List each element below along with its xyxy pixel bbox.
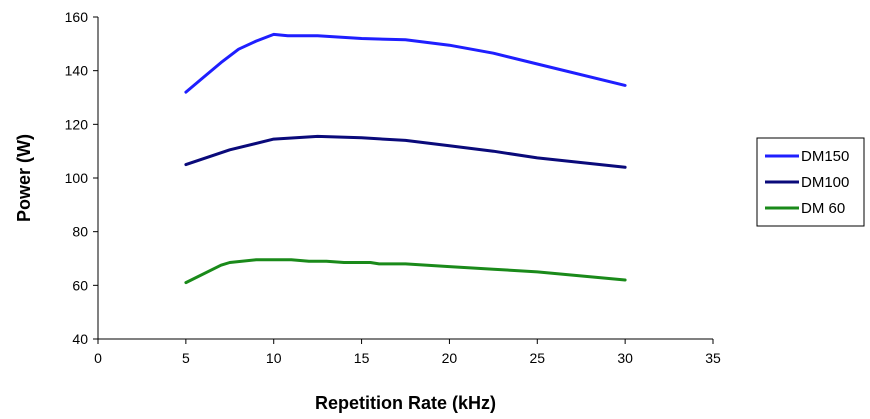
series-line-dm100 — [184, 134, 627, 169]
x-tick-label: 15 — [354, 350, 370, 366]
series-line-dm150 — [184, 32, 627, 94]
series-line-dm60 — [184, 258, 627, 285]
y-tick-label: 40 — [72, 331, 88, 347]
axes — [97, 17, 713, 340]
legend: DM150 DM100 DM 60 — [756, 137, 865, 227]
x-axis-title: Repetition Rate (kHz) — [315, 393, 496, 413]
legend-label: DM 60 — [801, 200, 845, 217]
y-tick-label: 100 — [65, 170, 89, 186]
x-tick-label: 30 — [617, 350, 633, 366]
x-tick-label: 10 — [266, 350, 282, 366]
x-tick-label: 20 — [442, 350, 458, 366]
x-tick-label: 5 — [182, 350, 190, 366]
y-tick-label: 140 — [65, 63, 89, 79]
x-ticks: 0 5 10 15 20 25 30 35 — [94, 339, 721, 366]
y-tick-label: 120 — [65, 116, 89, 132]
y-axis-title: Power (W) — [14, 134, 34, 222]
plot-area — [184, 32, 627, 285]
y-tick-label: 80 — [72, 224, 88, 240]
legend-label: DM150 — [801, 148, 849, 165]
legend-label: DM100 — [801, 174, 849, 191]
y-ticks: 40 60 80 100 120 140 160 — [65, 9, 98, 347]
x-tick-label: 25 — [529, 350, 545, 366]
x-tick-label: 0 — [94, 350, 102, 366]
x-tick-label: 35 — [705, 350, 721, 366]
y-tick-label: 60 — [72, 277, 88, 293]
y-tick-label: 160 — [65, 9, 89, 25]
